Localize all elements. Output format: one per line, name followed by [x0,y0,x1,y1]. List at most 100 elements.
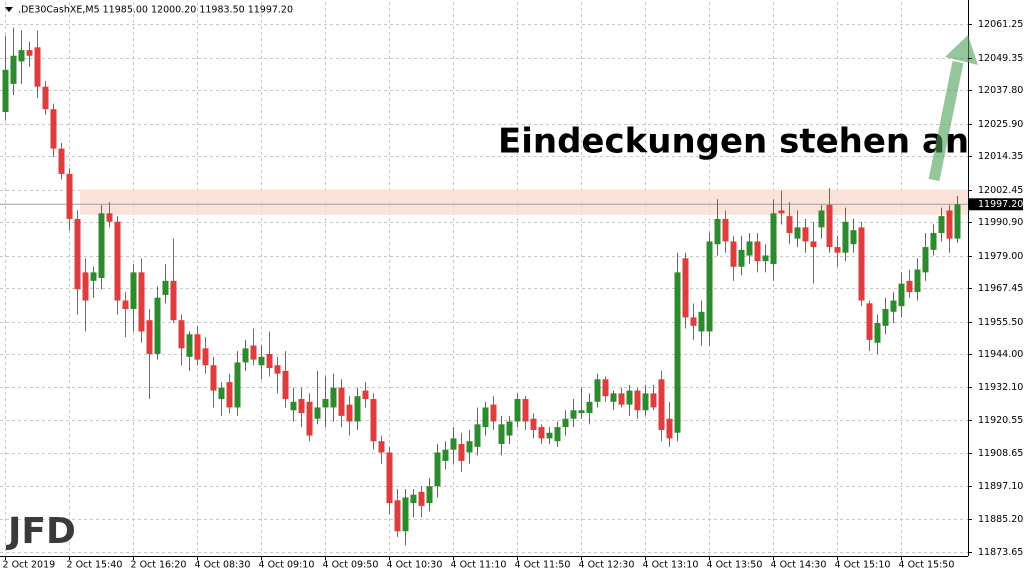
candle-body [514,399,521,422]
candle-body [322,399,329,408]
candle-body [834,247,841,253]
candle-body [730,241,737,267]
candle-body [586,401,593,414]
candle-body [794,227,801,239]
candle-body [722,218,729,242]
y-tick-label: 11955.50 [978,317,1023,328]
candle-body [618,393,625,405]
candle-body [66,173,73,219]
x-tick-label: 4 Oct 14:30 [771,560,827,571]
x-tick-label: 4 Oct 13:10 [643,560,699,571]
candle-body [642,393,649,411]
candle-body [850,230,857,245]
candle-body [546,432,553,439]
logo: JFD [5,511,76,552]
menu-arrow[interactable] [5,7,13,12]
y-tick-label: 11873.65 [978,547,1023,558]
candle-body [866,303,873,340]
candle-body [58,148,65,174]
candle-body [298,399,305,414]
candle-body [218,387,225,400]
candle-body [906,280,913,293]
candle-body [690,317,697,326]
candle-body [954,204,961,239]
x-tick-label: 2 Oct 2019 [3,560,56,571]
y-tick-label: 12025.90 [978,119,1023,130]
y-tick-label: 12002.45 [978,185,1023,196]
candle-body [858,227,865,301]
candle-body [114,221,121,301]
y-tick-label: 12061.25 [978,19,1023,30]
y-tick-label: 11944.00 [978,349,1023,360]
candle-body [98,213,105,279]
candle-body [826,204,833,248]
candle-body [426,486,433,504]
candle-body [674,272,681,433]
candle-body [626,390,633,405]
x-tick-label: 4 Oct 09:50 [323,560,379,571]
candle-body [538,427,545,439]
candle-body [522,399,529,422]
candle-body [706,241,713,332]
candle-body [10,55,17,84]
candle-body [346,404,353,422]
candle-body [770,213,777,264]
candle-body [938,216,945,233]
resistance-zone [80,189,968,215]
candle-body [874,323,881,343]
candle-body [634,390,641,411]
candle-body [746,241,753,256]
candle-body [74,218,81,290]
candle-body [394,500,401,532]
candle-body [202,348,209,366]
candle-body [370,399,377,442]
candle-body [530,418,537,430]
candle-body [554,427,561,442]
candle-body [930,232,937,250]
candle-body [682,258,689,318]
candle-body [594,379,601,402]
candle-body [802,227,809,242]
candle-body [234,362,241,408]
candle-body [50,109,57,149]
candle-body [762,255,769,262]
candle-body [698,311,705,332]
y-tick-label: 11897.10 [978,481,1023,492]
candle-body [274,365,281,374]
candle-body [450,438,457,450]
candle-body [386,452,393,504]
header: .DE30CashXE,M5 11985.00 12000.20 11983.5… [18,5,293,16]
candle-body [778,210,785,214]
candle-body [162,280,169,295]
candle-body [250,345,257,360]
candle-body [914,269,921,293]
candle-body [818,210,825,228]
candle-body [170,280,177,321]
candle-body [258,356,265,366]
candle-body [570,410,577,419]
y-tick-label: 12014.35 [978,151,1023,162]
candle-body [2,69,9,113]
candle-body [266,353,273,369]
candle-body [506,421,513,436]
candle-body [882,308,889,326]
x-tick-label: 2 Oct 16:20 [131,560,187,571]
candle-body [946,210,953,239]
candle-body [362,390,369,400]
y-tick-label: 11967.45 [978,283,1023,294]
candle-body [442,449,449,461]
candle-body [466,441,473,453]
candle-body [474,424,481,447]
x-tick-label: 4 Oct 12:30 [579,560,635,571]
candle-body [490,404,497,422]
candle-body [26,50,33,56]
y-tick-label: 11885.20 [978,514,1023,525]
candle-body [898,283,905,307]
candle-body [418,491,425,506]
current-price-label: 11997.20 [978,199,1023,210]
candle-body [354,396,361,422]
y-tick-label: 11920.55 [978,415,1023,426]
candle-body [666,418,673,439]
candle-body [282,370,289,400]
candle-body [458,444,465,461]
